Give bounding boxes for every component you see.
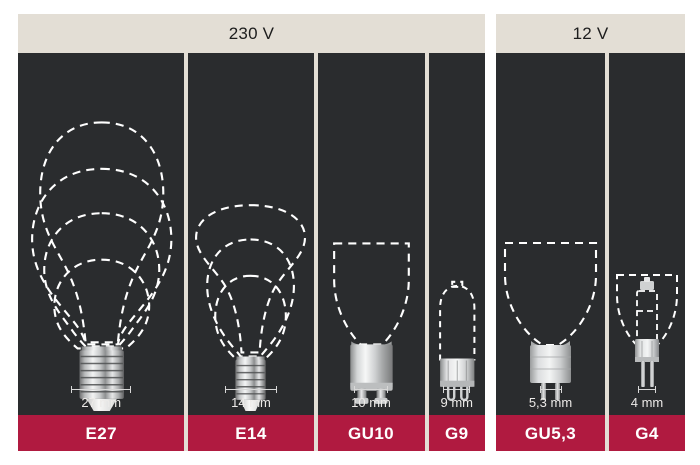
dimension-g4: 4 mm: [609, 386, 685, 409]
socket-footer-e27: E27: [18, 415, 185, 451]
socket-footer-g4: G4: [609, 415, 685, 451]
socket-label: G4: [635, 423, 659, 443]
bulb-g9-icon: [438, 280, 475, 402]
bulb-stage-g9: 9 mm: [428, 53, 486, 415]
dimension-gu10: 10 mm: [318, 386, 425, 409]
group-header-230v: 230 V: [18, 14, 485, 53]
dimension-rule: [443, 386, 471, 393]
dimension-rule: [539, 386, 562, 393]
bulb-stage-g4: 4 mm: [609, 53, 685, 415]
socket-column-gu53[interactable]: 5,3 mm GU5,3: [496, 53, 605, 451]
socket-footer-gu10: GU10: [317, 415, 425, 451]
voltage-group-12v: 12 V: [496, 14, 685, 451]
dimension-g9: 9 mm: [429, 386, 486, 409]
group-header-12v: 12 V: [496, 14, 685, 53]
bulb-g4-icon: [616, 274, 678, 387]
socket-columns-12v: 5,3 mm GU5,3: [496, 53, 685, 451]
dimension-gu53: 5,3 mm: [496, 386, 605, 409]
socket-footer-g9: G9: [428, 415, 485, 451]
bulb-e14-icon: [195, 204, 307, 411]
dimension-rule: [638, 386, 656, 393]
dimension-label: 10 mm: [351, 395, 391, 410]
bulb-stage-e27: 27 mm: [18, 53, 185, 415]
g4-top-cap: [640, 277, 654, 290]
g4-base: [635, 339, 659, 387]
gu10-base: [349, 341, 393, 404]
group-header-label: 12 V: [572, 24, 609, 43]
dimension-label: 4 mm: [630, 395, 664, 410]
socket-label: G9: [445, 423, 469, 443]
bulb-gu10-icon: [332, 242, 410, 404]
socket-label: GU10: [348, 423, 395, 443]
socket-footer-gu53: GU5,3: [496, 415, 605, 451]
bulb-stage-e14: 14 mm: [188, 53, 314, 415]
socket-column-g4[interactable]: 4 mm G4: [609, 53, 685, 451]
dimension-rule: [225, 386, 278, 393]
socket-label: GU5,3: [524, 423, 577, 443]
bulb-stage-gu53: 5,3 mm: [496, 53, 605, 415]
socket-column-e27[interactable]: 27 mm E27: [18, 53, 185, 451]
e27-screw-base: [79, 346, 124, 411]
dimension-label: 5,3 mm: [528, 395, 573, 410]
socket-column-gu10[interactable]: 10 mm GU10: [317, 53, 425, 451]
dimension-e14: 14 mm: [188, 386, 313, 409]
dimension-label: 9 mm: [440, 395, 474, 410]
dimension-label: 14 mm: [231, 395, 271, 410]
socket-columns-230v: 27 mm E27: [18, 53, 485, 451]
gu53-base: [530, 341, 571, 400]
g9-base: [439, 358, 474, 402]
dimension-label: 27 mm: [81, 395, 122, 410]
socket-column-g9[interactable]: 9 mm G9: [428, 53, 486, 451]
bulb-stage-gu10: 10 mm: [317, 53, 425, 415]
bulb-e27-icon: [31, 121, 173, 411]
socket-footer-e14: E14: [188, 415, 314, 451]
group-header-label: 230 V: [228, 24, 275, 43]
dimension-rule: [71, 386, 132, 393]
bulb-gu53-icon: [503, 241, 598, 400]
voltage-group-230v: 230 V: [18, 14, 485, 451]
socket-column-e14[interactable]: 14 mm E14: [188, 53, 314, 451]
socket-label: E14: [235, 423, 267, 443]
dimension-rule: [354, 386, 389, 393]
socket-label: E27: [85, 423, 117, 443]
dimension-e27: 27 mm: [18, 386, 184, 409]
